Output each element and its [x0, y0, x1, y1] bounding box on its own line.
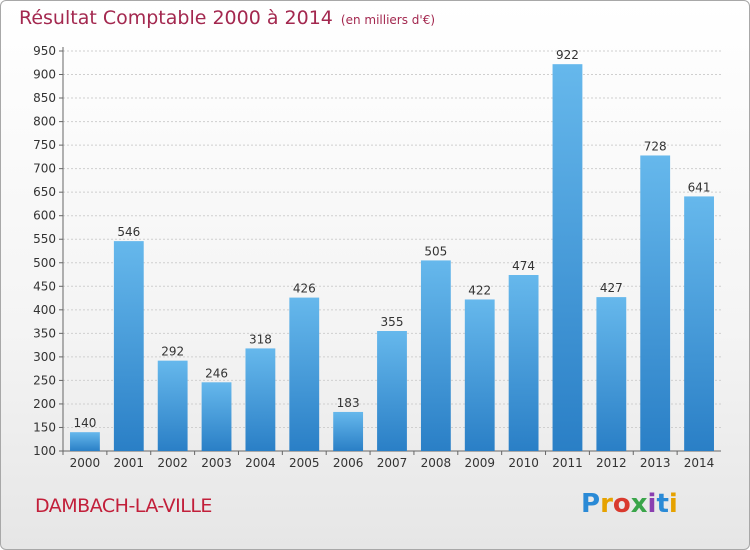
- bar: [464, 299, 495, 451]
- chart-subtitle: (en milliers d'€): [340, 13, 436, 27]
- bar-value-label: 355: [381, 315, 404, 329]
- x-tick-label: 2014: [684, 456, 715, 470]
- y-tick-label: 700: [33, 162, 56, 176]
- bar: [640, 155, 671, 451]
- x-tick-label: 2009: [464, 456, 495, 470]
- x-tick-label: 2013: [640, 456, 671, 470]
- x-tick-label: 2000: [70, 456, 101, 470]
- y-tick-label: 350: [33, 326, 56, 340]
- bar-value-label: 292: [161, 345, 184, 359]
- x-tick-label: 2005: [289, 456, 320, 470]
- data-labels: 140 546 292 246 318 426 183 355 505 422 474 922 427 7…: [73, 48, 710, 430]
- x-tick-label: 2012: [596, 456, 627, 470]
- logo-letter: P: [581, 489, 601, 519]
- chart-title-text: Résultat Comptable 2000 à 2014: [19, 7, 333, 29]
- logo-letter: i: [647, 489, 657, 519]
- y-tick-label: 400: [33, 303, 56, 317]
- y-tick-label: 650: [33, 185, 56, 199]
- bar-value-label: 422: [468, 283, 491, 297]
- bar: [113, 241, 144, 451]
- y-tick-label: 850: [33, 91, 56, 105]
- bar-value-label: 427: [600, 281, 623, 295]
- bar: [420, 260, 451, 451]
- bar-value-label: 728: [644, 139, 667, 153]
- bar-value-label: 246: [205, 366, 228, 380]
- bar: [70, 432, 100, 451]
- x-tick-label: 2006: [333, 456, 364, 470]
- bars: [70, 64, 714, 452]
- y-tick-label: 450: [33, 279, 56, 293]
- bar-value-label: 183: [337, 396, 360, 410]
- bar: [377, 331, 407, 451]
- y-tick-label: 300: [33, 350, 56, 364]
- y-tick-label: 750: [33, 138, 56, 152]
- logo-letter: i: [668, 489, 678, 519]
- bar-value-label: 505: [424, 244, 447, 258]
- place-name: DAMBACH-LA-VILLE: [35, 495, 212, 517]
- bar-value-label: 641: [688, 180, 711, 194]
- bar-value-label: 140: [73, 416, 96, 430]
- bar: [684, 196, 714, 451]
- x-tick-label: 2011: [552, 456, 583, 470]
- y-tick-label: 150: [33, 420, 56, 434]
- x-tick-label: 2003: [201, 456, 232, 470]
- proxiti-logo: Proxiti: [581, 489, 678, 519]
- y-tick-label: 500: [33, 256, 56, 270]
- bar: [201, 382, 232, 451]
- bar-value-label: 922: [556, 48, 579, 62]
- y-tick-label: 550: [33, 232, 56, 246]
- bar-value-label: 474: [512, 259, 535, 273]
- x-tick-label: 2004: [245, 456, 276, 470]
- y-tick-label: 950: [33, 44, 56, 58]
- logo-letter: x: [630, 489, 648, 519]
- x-tick-label: 2007: [377, 456, 408, 470]
- bar: [157, 360, 188, 451]
- logo-letter: t: [656, 489, 669, 519]
- bar: [596, 297, 627, 451]
- logo-letter: r: [600, 489, 613, 519]
- chart-title: Résultat Comptable 2000 à 2014 (en millie…: [19, 7, 435, 29]
- x-tick-label: 2010: [508, 456, 539, 470]
- logo-letter: o: [612, 489, 631, 519]
- y-tick-label: 900: [33, 68, 56, 82]
- y-tick-label: 800: [33, 115, 56, 129]
- bar-value-label: 318: [249, 332, 272, 346]
- y-tick-label: 250: [33, 373, 56, 387]
- bar-value-label: 546: [117, 225, 140, 239]
- x-tick-label: 2001: [114, 456, 145, 470]
- y-tick-label: 100: [33, 444, 56, 458]
- bar-value-label: 426: [293, 282, 316, 296]
- bar: [333, 411, 364, 451]
- axes: 100 150 200 250 300 350 400 450 500 550 600 650 700 7…: [33, 44, 721, 470]
- bar: [552, 64, 583, 452]
- x-tick-label: 2002: [157, 456, 188, 470]
- y-tick-label: 600: [33, 209, 56, 223]
- bar: [289, 297, 320, 451]
- bar: [245, 348, 276, 451]
- bar: [508, 275, 539, 451]
- y-tick-label: 200: [33, 397, 56, 411]
- x-tick-label: 2008: [421, 456, 452, 470]
